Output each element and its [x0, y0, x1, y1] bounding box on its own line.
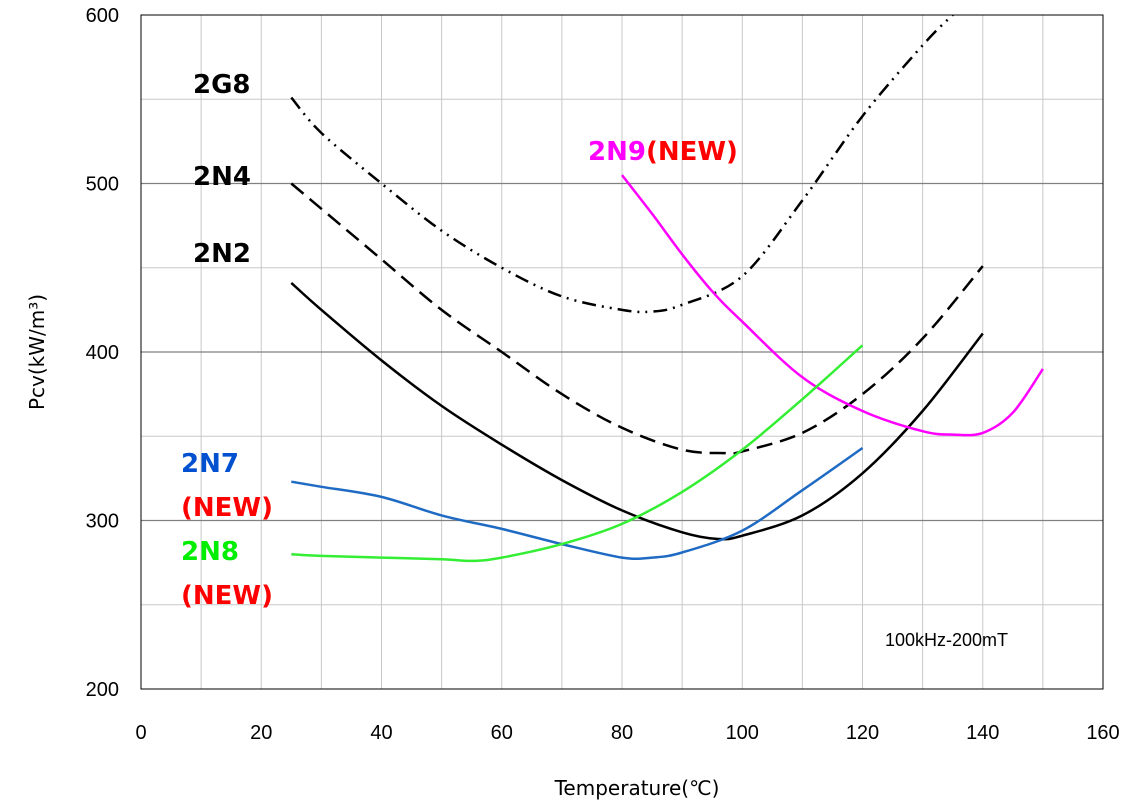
x-axis-title: Temperature(℃) — [554, 776, 720, 800]
label-2n9: 2N9(NEW) — [588, 137, 738, 167]
series-line-2n2 — [290, 281, 984, 541]
label-2n8: 2N8 — [181, 537, 239, 567]
x-tick-label: 140 — [966, 722, 999, 744]
label-2n8-name: 2N8 — [181, 537, 239, 567]
y-axis-ticks: 200 300 400 500 600 — [86, 5, 119, 701]
series-line-2n8-new — [291, 344, 864, 563]
label-2n7-new: (NEW) — [181, 493, 273, 523]
label-2n9-new: (NEW) — [646, 137, 738, 167]
condition-note: 100kHz-200mT — [885, 630, 1008, 650]
label-2n8-new: (NEW) — [181, 581, 273, 611]
y-tick-label: 600 — [86, 5, 119, 27]
plot-frame — [140, 14, 1104, 690]
y-tick-label: 500 — [86, 174, 119, 196]
x-tick-label: 80 — [611, 722, 633, 744]
series-line-2n9-new — [621, 174, 1044, 437]
x-tick-label: 60 — [491, 722, 513, 744]
x-tick-label: 40 — [370, 722, 392, 744]
series-line-2n7-new — [291, 446, 864, 561]
x-tick-label: 20 — [250, 722, 272, 744]
y-tick-label: 200 — [86, 679, 119, 701]
label-2n7-new-text: (NEW) — [181, 493, 273, 523]
x-tick-label: 160 — [1086, 722, 1119, 744]
label-2n7: 2N7 — [181, 449, 239, 479]
label-2n4: 2N4 — [193, 162, 251, 192]
label-2n9-name: 2N9 — [588, 137, 646, 167]
series-line-2g8 — [290, 15, 955, 314]
x-axis-ticks: 0 20 40 60 80 100 120 140 160 — [135, 722, 1119, 744]
label-2g8: 2G8 — [193, 70, 251, 100]
label-2g8-name: 2G8 — [193, 70, 251, 100]
y-tick-label: 400 — [86, 342, 119, 364]
x-tick-label: 0 — [135, 722, 146, 744]
label-2n2-name: 2N2 — [193, 239, 251, 269]
label-2n2: 2N2 — [193, 239, 251, 269]
label-2n8-new-text: (NEW) — [181, 581, 273, 611]
series-line-2n4 — [290, 182, 984, 455]
x-tick-label: 120 — [846, 722, 879, 744]
label-2n4-name: 2N4 — [193, 162, 251, 192]
label-2n7-name: 2N7 — [181, 449, 239, 479]
y-axis-title: Pcv(kW/m³) — [25, 294, 49, 410]
y-tick-label: 300 — [86, 511, 119, 533]
major-gridlines — [141, 182, 1103, 522]
series-lines — [290, 15, 1044, 563]
x-tick-label: 100 — [726, 722, 759, 744]
